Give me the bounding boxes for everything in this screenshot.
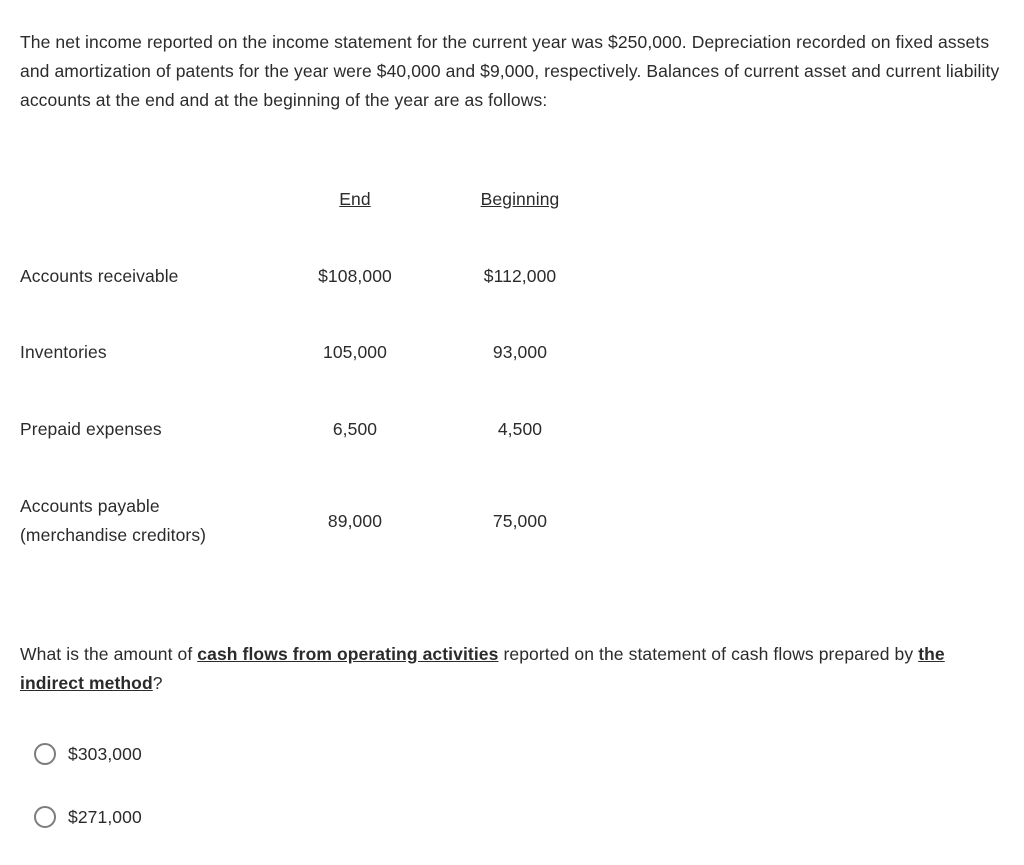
radio-icon[interactable] (34, 743, 56, 765)
radio-icon[interactable] (34, 806, 56, 828)
answer-choice[interactable]: $303,000 (20, 740, 1004, 769)
question-pre: What is the amount of (20, 644, 197, 664)
row-beginning: 75,000 (430, 492, 610, 550)
answer-choices: $303,000 $271,000 (20, 740, 1004, 832)
question-prompt: What is the amount of cash flows from op… (20, 640, 1004, 698)
header-blank (20, 185, 280, 262)
choice-label: $271,000 (68, 803, 142, 832)
row-label: Accounts receivable (20, 262, 280, 339)
row-end: $108,000 (280, 262, 430, 339)
question-underline-1: cash flows from operating activities (197, 644, 498, 664)
question-intro: The net income reported on the income st… (20, 28, 1004, 115)
row-beginning: $112,000 (430, 262, 610, 339)
choice-label: $303,000 (68, 740, 142, 769)
question-post: ? (153, 673, 163, 693)
header-beginning-text: Beginning (481, 189, 560, 209)
row-label-line2: (merchandise creditors) (20, 525, 206, 545)
row-beginning: 93,000 (430, 338, 610, 415)
row-end: 105,000 (280, 338, 430, 415)
question-mid: reported on the statement of cash flows … (498, 644, 918, 664)
row-end: 6,500 (280, 415, 430, 492)
row-end: 89,000 (280, 492, 430, 550)
balances-table: End Beginning Accounts receivable $108,0… (20, 185, 610, 550)
answer-choice[interactable]: $271,000 (20, 803, 1004, 832)
header-end: End (280, 185, 430, 262)
row-label: Accounts payable (merchandise creditors) (20, 492, 280, 550)
row-label: Prepaid expenses (20, 415, 280, 492)
row-label: Inventories (20, 338, 280, 415)
row-label-line1: Accounts payable (20, 496, 160, 516)
row-beginning: 4,500 (430, 415, 610, 492)
header-end-text: End (339, 189, 370, 209)
header-beginning: Beginning (430, 185, 610, 262)
intro-paragraph: The net income reported on the income st… (20, 28, 1004, 115)
